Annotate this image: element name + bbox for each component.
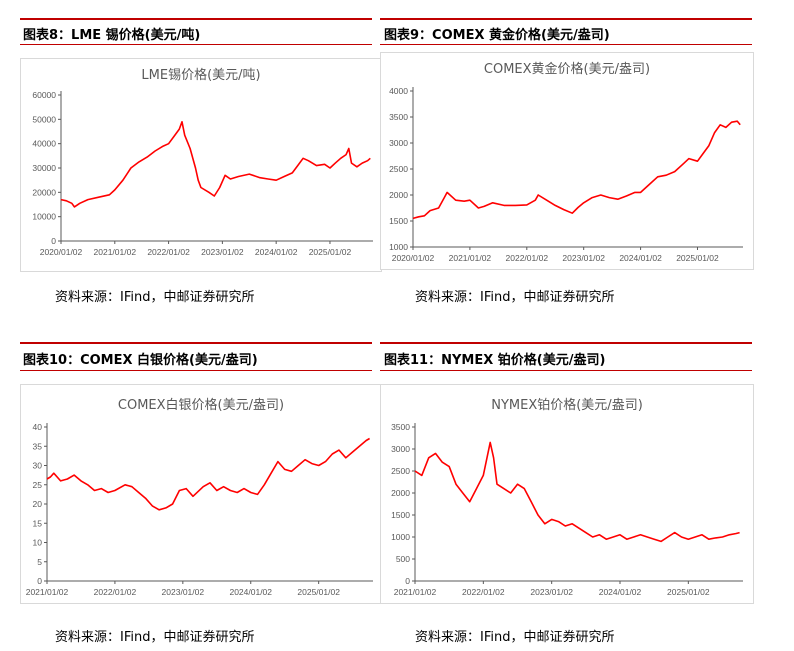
chart-frame: COMEX白银价格(美元/盎司) 0 5 10 15 20 25 30 35 40 2021/01/…	[20, 384, 382, 604]
x-tick-label: 2022/01/02	[94, 587, 137, 597]
y-tick-label: 50000	[32, 114, 56, 124]
x-tick-label: 2022/01/02	[147, 247, 190, 257]
chart-title: LME锡价格(美元/吨)	[141, 67, 260, 83]
y-tick-label: 3000	[391, 444, 410, 454]
x-tick-label: 2025/01/02	[667, 587, 710, 597]
y-tick-label: 4000	[389, 86, 408, 96]
y-tick-label: 3500	[389, 112, 408, 122]
y-tick-label: 60000	[32, 90, 56, 100]
price-series-line	[414, 441, 740, 543]
y-tick-label: 2500	[389, 164, 408, 174]
y-tick-label: 15	[33, 518, 43, 528]
y-tick-label: 30	[33, 461, 43, 471]
y-tick-label: 0	[51, 236, 56, 246]
y-tick-label: 0	[37, 576, 42, 586]
silver-price-chart: COMEX白银价格(美元/盎司) 0 5 10 15 20 25 30 35 40 2021/01/…	[26, 397, 373, 597]
y-tick-label: 40000	[32, 139, 56, 149]
x-tick-label: 2025/01/02	[309, 247, 352, 257]
panel-bottom-rule	[20, 370, 372, 371]
x-tick-label: 2021/01/02	[26, 587, 69, 597]
y-tick-label: 2500	[391, 466, 410, 476]
y-tick-label: 10	[33, 538, 43, 548]
y-tick-label: 5	[37, 557, 42, 567]
x-tick-label: 2025/01/02	[297, 587, 340, 597]
source-note: 资料来源：IFind，中邮证券研究所	[415, 290, 615, 305]
panel-bottom-rule	[380, 44, 752, 45]
price-series-line	[60, 121, 371, 208]
panel-top-rule	[20, 18, 372, 20]
y-tick-label: 3000	[389, 138, 408, 148]
x-tick-label: 2023/01/02	[162, 587, 205, 597]
y-tick-label: 0	[405, 576, 410, 586]
panel-top-rule	[380, 342, 752, 344]
panel-top-rule	[20, 342, 372, 344]
y-tick-label: 1500	[391, 510, 410, 520]
source-note: 资料来源：IFind，中邮证券研究所	[415, 630, 615, 645]
x-tick-label: 2024/01/02	[229, 587, 272, 597]
y-tick-label: 1000	[389, 242, 408, 252]
x-tick-label: 2023/01/02	[562, 253, 605, 263]
y-tick-label: 40	[33, 422, 43, 432]
figure-label: 图表11：NYMEX 铂价格(美元/盎司)	[384, 353, 606, 368]
figure-label: 图表9：COMEX 黄金价格(美元/盎司)	[384, 28, 610, 43]
x-tick-label: 2020/01/02	[392, 253, 435, 263]
y-tick-label: 1000	[391, 532, 410, 542]
panel-bottom-rule	[380, 370, 752, 371]
panel-bottom-rule	[20, 44, 372, 45]
source-note: 资料来源：IFind，中邮证券研究所	[55, 290, 255, 305]
y-tick-label: 500	[396, 554, 410, 564]
y-tick-label: 1500	[389, 216, 408, 226]
chart-frame: LME锡价格(美元/吨) 0 10000 20000 30000 40000 50000 60…	[20, 58, 382, 272]
x-tick-label: 2023/01/02	[201, 247, 244, 257]
gold-price-chart: COMEX黄金价格(美元/盎司) 1000 1500 2000 2500 3000 3500…	[389, 61, 743, 263]
x-tick-label: 2024/01/02	[255, 247, 298, 257]
x-tick-label: 2021/01/02	[449, 253, 492, 263]
y-tick-label: 35	[33, 441, 43, 451]
x-tick-label: 2023/01/02	[530, 587, 573, 597]
y-tick-label: 10000	[32, 212, 56, 222]
chart-title: COMEX白银价格(美元/盎司)	[118, 397, 284, 413]
price-series-line	[412, 120, 741, 220]
chart-frame: NYMEX铂价格(美元/盎司) 0 500 1000 1500 2000 2500 3000 3…	[380, 384, 754, 604]
chart-title: NYMEX铂价格(美元/盎司)	[491, 397, 643, 413]
chart-title: COMEX黄金价格(美元/盎司)	[484, 61, 650, 77]
y-tick-label: 20000	[32, 187, 56, 197]
x-tick-label: 2022/01/02	[462, 587, 505, 597]
y-tick-label: 2000	[389, 190, 408, 200]
price-series-line	[46, 437, 371, 511]
x-tick-label: 2025/01/02	[676, 253, 719, 263]
x-tick-label: 2020/01/02	[40, 247, 83, 257]
y-tick-label: 25	[33, 480, 43, 490]
y-tick-label: 30000	[32, 163, 56, 173]
tin-price-chart: LME锡价格(美元/吨) 0 10000 20000 30000 40000 50000 60…	[32, 67, 373, 257]
y-tick-label: 20	[33, 499, 43, 509]
figure-label: 图表10：COMEX 白银价格(美元/盎司)	[23, 353, 258, 368]
source-note: 资料来源：IFind，中邮证券研究所	[55, 630, 255, 645]
x-tick-label: 2024/01/02	[599, 587, 642, 597]
figure-label: 图表8：LME 锡价格(美元/吨)	[23, 28, 201, 43]
x-tick-label: 2021/01/02	[94, 247, 137, 257]
x-tick-label: 2024/01/02	[619, 253, 662, 263]
chart-frame: COMEX黄金价格(美元/盎司) 1000 1500 2000 2500 3000 3500…	[380, 52, 754, 270]
y-tick-label: 2000	[391, 488, 410, 498]
platinum-price-chart: NYMEX铂价格(美元/盎司) 0 500 1000 1500 2000 2500 3000 3…	[391, 397, 743, 597]
x-tick-label: 2022/01/02	[506, 253, 549, 263]
panel-top-rule	[380, 18, 752, 20]
y-tick-label: 3500	[391, 422, 410, 432]
x-tick-label: 2021/01/02	[394, 587, 437, 597]
